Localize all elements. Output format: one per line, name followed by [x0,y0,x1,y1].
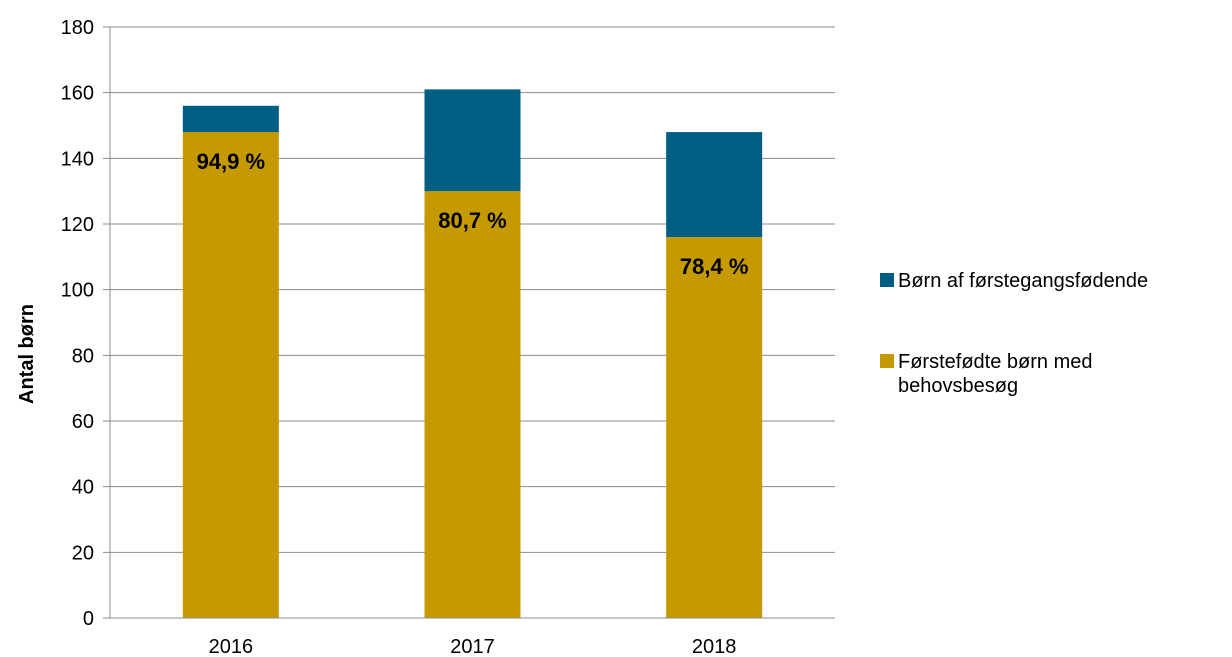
data-label-2018: 78,4 % [680,254,749,279]
y-tick-label: 40 [72,477,94,499]
y-tick-label: 0 [83,608,94,630]
legend: Børn af førstegangsfødende Førstefødte bø… [880,270,1148,397]
bar-2016-series-2 [182,105,279,133]
bar-2017-series-2 [424,89,521,192]
data-label-2016: 94,9 % [197,149,266,174]
y-tick-label: 180 [61,17,94,39]
y-axis-title: Antal børn [16,304,38,404]
x-tick-label-2017: 2017 [450,636,495,657]
y-tick-label: 100 [61,280,94,302]
legend-label-2: Førstefødte børn med behovsbesøg [898,351,1093,397]
y-tick-label: 20 [72,542,94,564]
data-labels: 94,9 % 80,7 % 78,4 % [197,149,749,279]
y-tick-label: 80 [72,345,94,367]
legend-label-1: Børn af førstegangsfødende [898,270,1148,292]
axes: 0 20 40 60 80 100 120 140 160 180 2016 2017 2018 [61,17,835,657]
legend-swatch-2 [880,354,894,368]
bar-2017-series-1 [424,191,521,618]
bar-2016-series-1 [182,132,279,619]
y-tick-label: 120 [61,214,94,236]
y-tick-label: 160 [61,83,94,105]
bars [182,89,763,619]
y-tick-label: 140 [61,148,94,170]
bar-2018-series-2 [666,132,763,238]
x-tick-label-2016: 2016 [209,636,254,657]
data-label-2017: 80,7 % [438,208,507,233]
x-tick-label-2018: 2018 [692,636,737,657]
bar-2018-series-1 [666,237,763,618]
legend-swatch-1 [880,273,894,287]
y-tick-label: 60 [72,411,94,433]
